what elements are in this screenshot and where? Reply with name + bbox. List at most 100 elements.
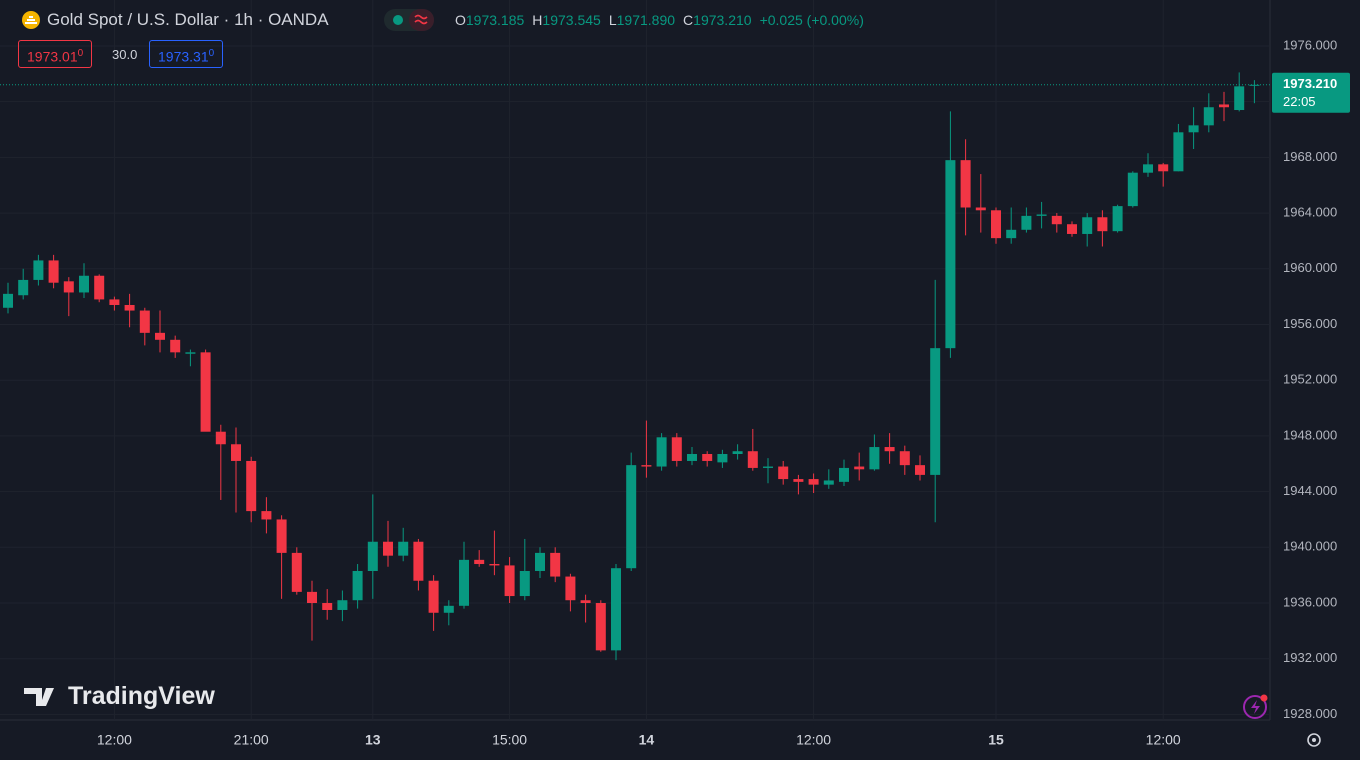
candle-body — [443, 605, 454, 613]
candle-body — [717, 454, 728, 463]
candle-body — [960, 160, 971, 208]
ohlc-legend: O1973.185 H1973.545 L1971.890 C1973.210 +0.0… — [455, 12, 872, 28]
sell-button[interactable]: 1973.010 — [18, 40, 93, 68]
brand-logo — [24, 688, 54, 706]
y-tick-label: 1940.000 — [1283, 539, 1337, 554]
status-wave — [414, 14, 428, 25]
status-pill-right — [409, 9, 434, 31]
y-tick-label: 1932.000 — [1283, 650, 1337, 665]
candle-body — [367, 541, 378, 571]
status-dot — [393, 15, 403, 25]
candle-body — [1067, 224, 1077, 234]
x-tick-label: 14 — [639, 732, 655, 748]
candle-body — [139, 310, 150, 333]
x-tick-label: 12:00 — [97, 732, 132, 748]
ohlc-key: C — [683, 12, 694, 28]
candle-body — [18, 279, 29, 296]
candle-body — [656, 437, 667, 467]
candle-body — [322, 603, 333, 610]
candle-body — [79, 275, 89, 293]
grid — [0, 0, 1270, 720]
alert-badge — [1260, 694, 1268, 702]
x-tick-label: 12:00 — [1146, 732, 1181, 748]
candle-body — [124, 304, 135, 311]
candle-body — [1127, 172, 1138, 207]
candle-body — [732, 451, 743, 455]
candle-body — [550, 552, 561, 577]
x-tick-label: 15:00 — [492, 732, 527, 748]
ohlc-value: 1973.545 — [542, 12, 601, 28]
candle-body — [1188, 125, 1199, 133]
y-tick-label: 1976.000 — [1283, 37, 1337, 52]
candle-body — [1143, 164, 1153, 173]
bar-countdown: 22:05 — [1283, 94, 1316, 109]
candle-body — [504, 565, 515, 597]
buy-button[interactable]: 1973.310 — [149, 40, 224, 68]
candle-body — [930, 348, 941, 475]
candle-body — [185, 352, 196, 354]
ohlc-value: 1971.890 — [616, 12, 676, 28]
candle-body — [246, 460, 257, 512]
ohlc-key: O — [455, 12, 466, 28]
candle-body — [48, 260, 59, 283]
alert-bolt — [1251, 700, 1260, 714]
candle-body — [1158, 164, 1169, 172]
candle-body — [261, 511, 272, 520]
candle-body — [1112, 206, 1123, 232]
x-tick-label: 15 — [988, 732, 1004, 748]
x-tick-label: 12:00 — [796, 732, 831, 748]
alert-icon[interactable] — [1243, 695, 1267, 719]
candle-body — [884, 447, 895, 452]
candle-body — [945, 160, 956, 349]
last-price-label: 1973.210 — [1283, 76, 1337, 91]
candle-body — [1082, 217, 1093, 234]
candle-body — [1036, 214, 1047, 216]
candle-body — [808, 479, 819, 485]
candle-body — [383, 541, 393, 556]
candle-body — [33, 260, 44, 280]
candle-body — [276, 519, 287, 553]
candle-body — [641, 465, 652, 467]
candle-body — [854, 466, 865, 470]
candle-body — [413, 541, 424, 581]
spread: 30.0 — [112, 47, 138, 62]
candle-body — [702, 454, 713, 461]
x-tick-label: 13 — [365, 732, 381, 748]
bid-pip: 0 — [77, 48, 84, 59]
y-tick-label: 1956.000 — [1283, 316, 1337, 331]
candle-body — [94, 275, 105, 300]
candle-body — [352, 570, 363, 601]
candle-body — [519, 570, 530, 597]
candle-body — [975, 207, 986, 211]
ohlc-value: 1973.210 — [693, 12, 752, 28]
candle-body — [109, 299, 120, 305]
candle-body — [595, 603, 606, 651]
candle-body — [626, 465, 637, 569]
axes: 1928.000 1932.000 1936.000 1940.000 1944.000… — [97, 37, 1350, 748]
candle-body — [611, 568, 621, 651]
candles — [0, 72, 1270, 661]
candle-body — [763, 466, 773, 468]
bid-price: 1973.01 — [27, 48, 78, 65]
candle-body — [747, 451, 758, 468]
candle-body — [1006, 229, 1017, 239]
candle-body — [915, 465, 925, 475]
candle-body — [1021, 215, 1032, 230]
candle-body — [474, 559, 485, 565]
candle-body — [1203, 107, 1214, 126]
y-tick-label: 1936.000 — [1283, 594, 1337, 609]
candle-body — [1234, 86, 1245, 111]
settings-icon[interactable] — [1307, 733, 1321, 747]
ohlc-key: H — [532, 12, 543, 28]
y-tick-label: 1928.000 — [1283, 706, 1337, 721]
candle-body — [63, 281, 74, 293]
candle-body — [1173, 132, 1184, 172]
settings-icon-center — [1312, 738, 1316, 742]
candle-body — [215, 431, 226, 445]
x-tick-label: 21:00 — [234, 732, 269, 748]
candle-body — [170, 339, 181, 353]
candle-body — [869, 447, 880, 470]
candle-body — [155, 332, 165, 340]
candle-body — [3, 293, 13, 308]
